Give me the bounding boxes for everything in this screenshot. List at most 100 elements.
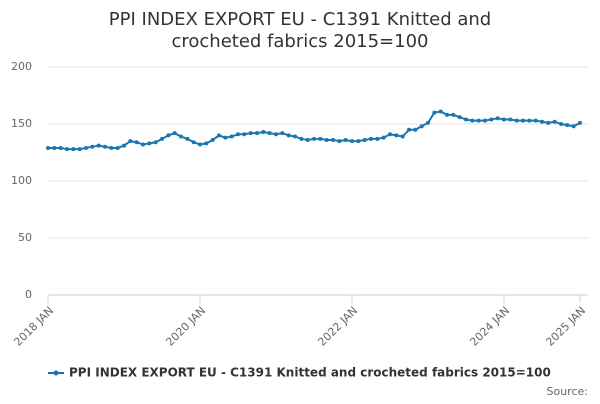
point	[210, 137, 215, 142]
x-tick-label: 2018 JAN	[11, 304, 56, 349]
point	[153, 140, 158, 145]
point	[103, 144, 107, 149]
point	[521, 118, 525, 123]
point	[362, 137, 367, 142]
point	[141, 142, 145, 147]
point	[438, 109, 443, 114]
x-tick-label: 2020 JAN	[163, 304, 208, 349]
point	[204, 141, 209, 146]
point	[540, 119, 544, 124]
point	[229, 134, 234, 139]
point	[533, 118, 538, 123]
point	[58, 145, 63, 150]
y-tick-label: 100	[11, 174, 32, 187]
point	[476, 118, 481, 123]
point	[191, 140, 196, 145]
point	[324, 137, 329, 142]
point	[172, 131, 177, 136]
point	[483, 118, 487, 123]
point	[217, 133, 221, 138]
point	[502, 117, 506, 122]
x-tick-label: 2022 JAN	[315, 304, 360, 349]
point	[495, 116, 500, 121]
point	[299, 136, 304, 141]
point	[546, 120, 551, 125]
point	[122, 143, 126, 148]
point	[115, 145, 120, 150]
point	[407, 127, 411, 132]
x-tick-label: 2024 JAN	[467, 304, 512, 349]
point	[489, 117, 494, 122]
point	[160, 136, 164, 141]
point	[293, 134, 297, 139]
point	[451, 112, 456, 117]
point	[413, 127, 418, 132]
point	[381, 135, 386, 140]
y-tick-label: 0	[25, 288, 32, 301]
line	[48, 110, 581, 151]
point	[350, 139, 354, 144]
point	[369, 136, 373, 141]
legend-label: PPI INDEX EXPORT EU - C1391 Knitted and …	[69, 366, 551, 380]
point	[179, 134, 183, 139]
point	[464, 117, 468, 122]
point	[527, 118, 532, 123]
point	[356, 139, 361, 144]
point	[571, 124, 576, 129]
point	[198, 142, 202, 147]
point	[274, 132, 278, 137]
point	[388, 132, 392, 137]
point	[457, 115, 462, 120]
point	[394, 133, 399, 138]
point	[280, 131, 285, 136]
y-tick-label: 50	[18, 231, 32, 244]
point	[65, 147, 69, 152]
point	[248, 131, 253, 136]
x-tick-label: 2025 JAN	[543, 304, 588, 349]
point	[337, 139, 342, 144]
point	[286, 133, 291, 138]
point	[331, 137, 335, 142]
y-tick-label: 200	[11, 60, 32, 73]
point	[445, 112, 449, 117]
point	[84, 145, 88, 150]
point	[77, 147, 82, 152]
point	[96, 143, 101, 148]
point	[312, 136, 316, 141]
point	[343, 137, 348, 142]
point	[419, 124, 424, 129]
point	[261, 129, 266, 134]
point	[578, 120, 582, 125]
y-tick-label: 150	[11, 117, 32, 130]
point	[375, 136, 380, 141]
point	[223, 135, 228, 140]
point	[400, 134, 405, 139]
point	[470, 118, 475, 123]
point	[432, 110, 437, 115]
point	[514, 118, 519, 123]
source: Source:	[547, 385, 589, 398]
point	[134, 140, 139, 145]
point	[242, 132, 247, 137]
point	[109, 145, 114, 150]
point	[552, 119, 557, 124]
point	[565, 123, 570, 128]
point	[508, 117, 513, 122]
point	[128, 139, 133, 144]
point	[147, 141, 152, 146]
point	[185, 136, 190, 141]
chart-title: PPI INDEX EXPORT EU - C1391 Knitted and c…	[109, 9, 491, 52]
legend-marker	[53, 370, 59, 376]
point	[426, 120, 430, 125]
point	[166, 133, 171, 138]
point	[318, 136, 323, 141]
point	[305, 137, 310, 142]
point	[71, 147, 76, 152]
point	[267, 131, 272, 136]
point	[255, 131, 259, 136]
point	[236, 132, 240, 137]
point	[90, 144, 95, 149]
point	[559, 122, 563, 126]
point	[46, 145, 50, 150]
